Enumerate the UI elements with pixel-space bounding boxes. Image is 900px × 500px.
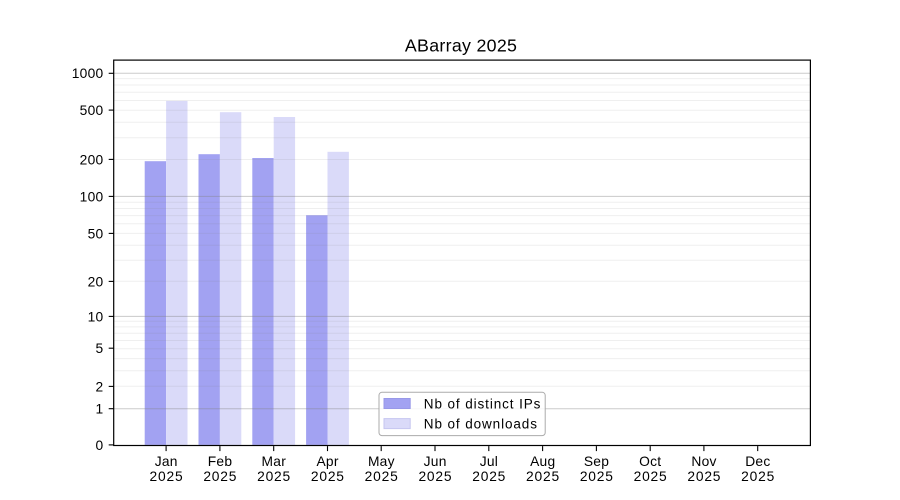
svg-text:2025: 2025 <box>365 469 399 484</box>
svg-text:1000: 1000 <box>72 66 104 81</box>
svg-text:2025: 2025 <box>580 469 614 484</box>
svg-text:Jan: Jan <box>155 454 178 469</box>
svg-text:100: 100 <box>80 189 104 204</box>
svg-text:200: 200 <box>80 152 104 167</box>
svg-text:10: 10 <box>88 309 104 324</box>
svg-text:5: 5 <box>96 341 104 356</box>
svg-text:ABarray 2025: ABarray 2025 <box>405 35 517 55</box>
svg-text:Nb of downloads: Nb of downloads <box>424 417 538 432</box>
svg-text:2025: 2025 <box>203 469 237 484</box>
svg-text:2025: 2025 <box>687 469 721 484</box>
svg-text:Mar: Mar <box>262 454 287 469</box>
svg-text:Jul: Jul <box>480 454 498 469</box>
svg-text:May: May <box>368 454 395 469</box>
svg-text:Aug: Aug <box>530 454 555 469</box>
svg-text:0: 0 <box>96 438 104 453</box>
svg-text:50: 50 <box>88 226 104 241</box>
svg-text:2025: 2025 <box>741 469 775 484</box>
svg-text:2025: 2025 <box>418 469 452 484</box>
svg-text:Apr: Apr <box>316 454 338 469</box>
svg-text:2025: 2025 <box>634 469 668 484</box>
svg-text:2025: 2025 <box>311 469 345 484</box>
svg-text:Dec: Dec <box>745 454 770 469</box>
svg-text:2025: 2025 <box>257 469 291 484</box>
svg-text:Nb of distinct IPs: Nb of distinct IPs <box>424 396 542 411</box>
svg-text:500: 500 <box>80 103 104 118</box>
svg-text:Feb: Feb <box>208 454 233 469</box>
svg-text:Sep: Sep <box>584 454 609 469</box>
svg-text:Oct: Oct <box>639 454 661 469</box>
svg-text:2025: 2025 <box>526 469 560 484</box>
svg-text:2: 2 <box>96 379 104 394</box>
svg-text:20: 20 <box>88 274 104 289</box>
svg-text:Nov: Nov <box>691 454 716 469</box>
svg-text:2025: 2025 <box>150 469 184 484</box>
svg-text:Jun: Jun <box>424 454 447 469</box>
svg-text:1: 1 <box>96 402 104 417</box>
svg-text:2025: 2025 <box>472 469 506 484</box>
